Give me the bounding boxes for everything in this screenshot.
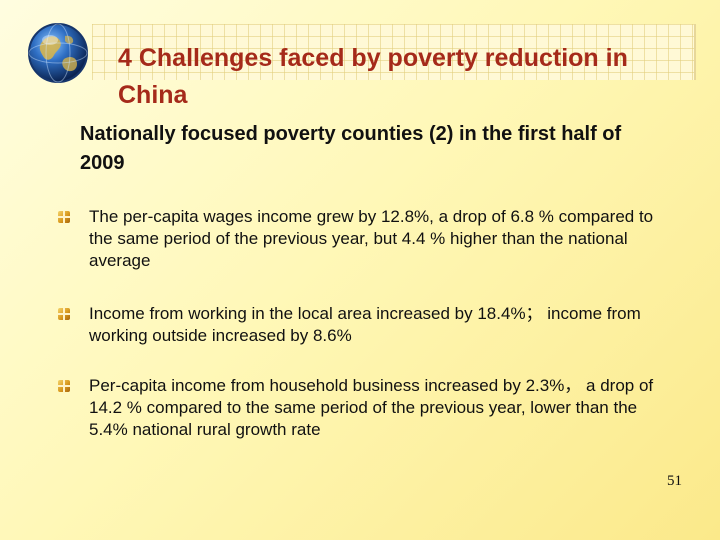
bullet-item: Per-capita income from household busines…: [58, 375, 658, 441]
bullet-square-icon: [58, 308, 70, 320]
bullet-square-icon: [58, 211, 70, 223]
globe-icon: [26, 21, 90, 85]
bullet-item: Income from working in the local area in…: [58, 303, 658, 347]
title-band: [92, 24, 696, 80]
bullet-text: Income from working in the local area in…: [89, 304, 641, 345]
page-number: 51: [667, 473, 682, 489]
bullet-text: Per-capita income from household busines…: [89, 376, 654, 439]
slide-subtitle: Nationally focused poverty counties (2) …: [80, 123, 622, 174]
bullet-square-icon: [58, 380, 70, 392]
bullet-text: The per-capita wages income grew by 12.8…: [89, 207, 654, 270]
bullet-item: The per-capita wages income grew by 12.8…: [58, 206, 658, 272]
slide-title: 4 Challenges faced by poverty reduction …: [118, 44, 628, 109]
